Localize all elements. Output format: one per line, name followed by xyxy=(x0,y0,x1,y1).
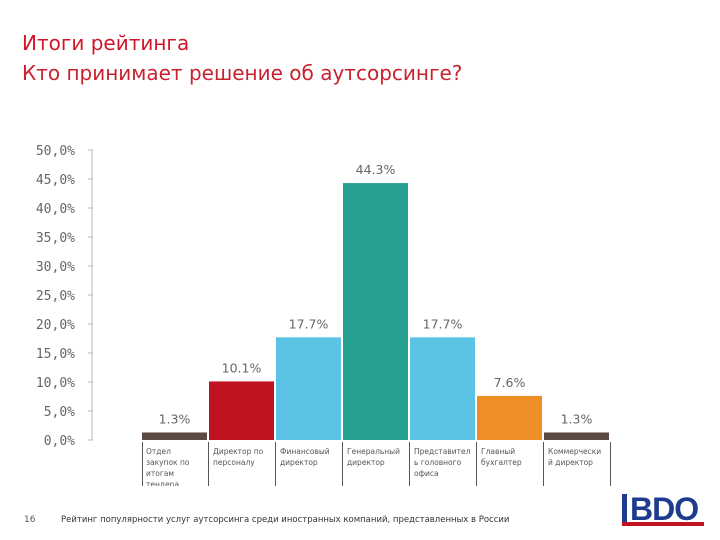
y-tick-label: 5,0% xyxy=(44,405,75,420)
bar xyxy=(142,432,207,440)
y-tick-label: 10,0% xyxy=(36,376,75,391)
category-separator xyxy=(409,442,410,486)
bar xyxy=(343,183,408,440)
category-separator xyxy=(610,442,611,486)
page-title: Итоги рейтинга xyxy=(22,31,190,55)
category-separator xyxy=(275,442,276,486)
x-category-label: Директор по персоналу xyxy=(210,444,270,486)
category-separator xyxy=(342,442,343,486)
footer-caption: Рейтинг популярности услуг аутсорсинга с… xyxy=(61,515,510,525)
bar-value-label: 1.3% xyxy=(561,411,593,426)
bar-value-label: 1.3% xyxy=(159,411,191,426)
bar-value-label: 7.6% xyxy=(494,375,526,390)
category-separator xyxy=(142,442,143,486)
bar xyxy=(209,381,274,440)
category-separator xyxy=(543,442,544,486)
bdo-logo: BDO xyxy=(622,492,704,528)
bar-value-label: 17.7% xyxy=(423,316,463,331)
category-separator xyxy=(208,442,209,486)
y-tick-label: 50,0% xyxy=(36,144,75,159)
bar-value-label: 10.1% xyxy=(222,360,262,375)
x-category-label: Финансовый директор xyxy=(277,444,337,486)
page-number: 16 xyxy=(24,515,36,525)
page-subtitle: Кто принимает решение об аутсорсинге? xyxy=(22,61,463,85)
x-category-label: Главный бухгалтер xyxy=(478,444,538,486)
x-category-label: Отдел закупок по итогам тендера xyxy=(143,444,203,486)
bar-value-label: 17.7% xyxy=(289,316,329,331)
logo-text: BDO xyxy=(630,491,699,527)
bar xyxy=(544,432,609,440)
y-tick-label: 35,0% xyxy=(36,231,75,246)
bar xyxy=(410,337,475,440)
y-tick-label: 40,0% xyxy=(36,202,75,217)
x-category-label: Коммерческий директор xyxy=(545,444,605,486)
y-tick-label: 0,0% xyxy=(44,434,75,449)
logo-underline xyxy=(622,522,704,526)
x-category-label: Представител ь головного офиса xyxy=(411,444,471,486)
y-tick-label: 20,0% xyxy=(36,318,75,333)
bar xyxy=(276,337,341,440)
y-tick-label: 25,0% xyxy=(36,289,75,304)
y-tick-label: 45,0% xyxy=(36,173,75,188)
category-separator xyxy=(476,442,477,486)
logo-bar xyxy=(622,494,627,526)
x-category-label: Генеральный директор xyxy=(344,444,404,486)
bar xyxy=(477,395,542,440)
y-tick-label: 30,0% xyxy=(36,260,75,275)
y-tick-label: 15,0% xyxy=(36,347,75,362)
bar-value-label: 44.3% xyxy=(356,162,396,177)
